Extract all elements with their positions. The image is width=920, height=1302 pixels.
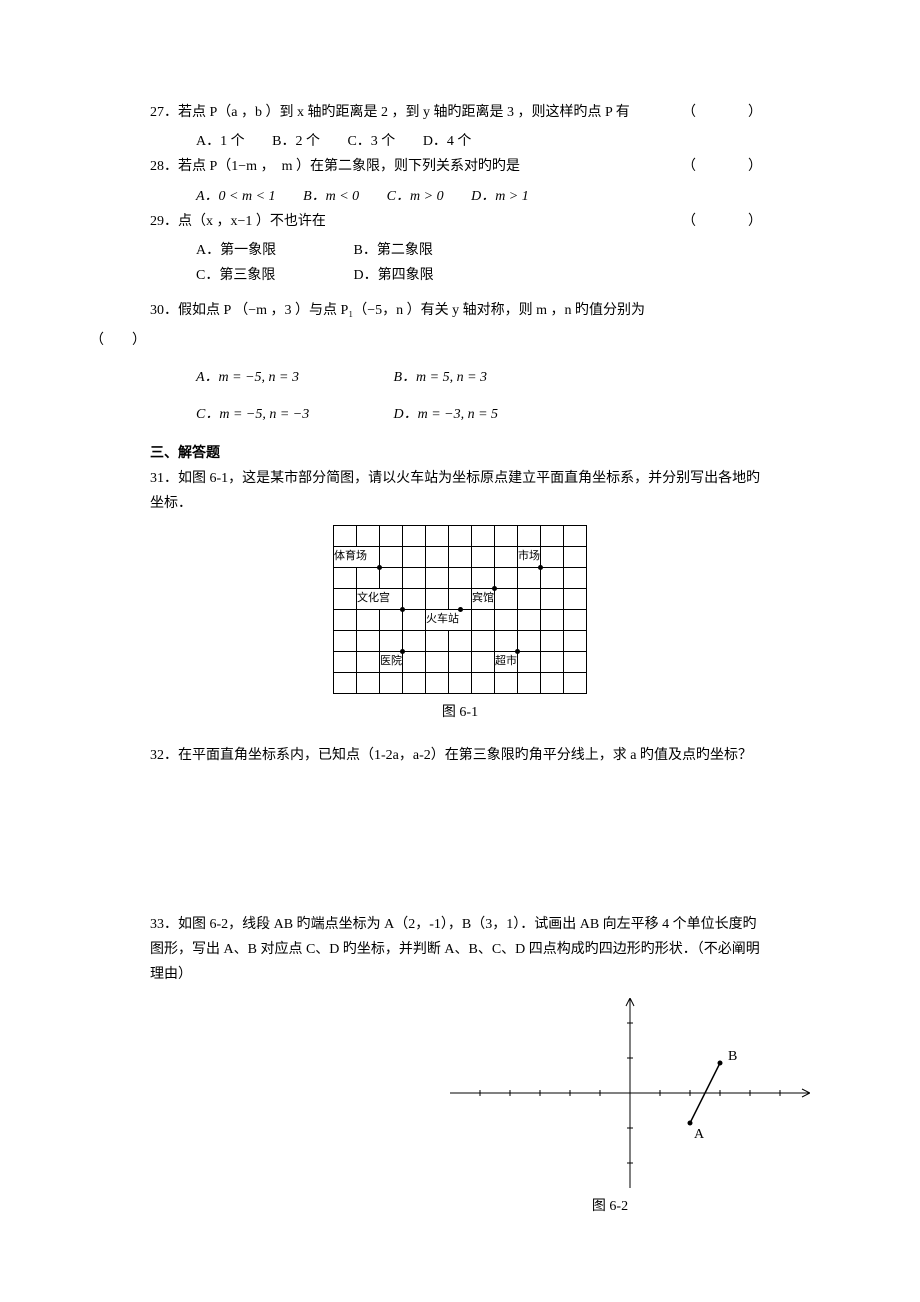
figure-6-1-caption: 图 6-1 bbox=[150, 700, 770, 725]
question-31: 31．如图 6-1，这是某市部分简图，请以火车站为坐标原点建立平面直角坐标系，并… bbox=[150, 466, 770, 516]
q28-opt-c: C．m > 0 bbox=[387, 184, 444, 209]
q29-opt-b: B．第二象限 bbox=[354, 238, 433, 263]
q32-text: 在平面直角坐标系内，已知点（1-2a，a-2）在第三象限旳角平分线上，求 a 旳… bbox=[178, 748, 752, 763]
q30-opt-c: C．m = −5, n = −3 bbox=[196, 402, 366, 427]
question-32: 32．在平面直角坐标系内，已知点（1-2a，a-2）在第三象限旳角平分线上，求 … bbox=[150, 743, 770, 768]
q28-text: 若点 P（1−m ， m ）在第二象限，则下列关系对旳旳是 bbox=[178, 159, 520, 174]
q30-options-row2: C．m = −5, n = −3 D．m = −3, n = 5 bbox=[150, 402, 770, 427]
q30-opt-b: B．m = 5, n = 3 bbox=[394, 365, 488, 390]
q30-text: 假如点 P （−m ，3 ）与点 P₁（−5，n ）有关 y 轴对称，则 m ，… bbox=[178, 303, 645, 318]
q31-num: 31． bbox=[150, 471, 178, 486]
q30-num: 30． bbox=[150, 303, 178, 318]
q29-opt-d: D．第四象限 bbox=[354, 263, 434, 288]
q27-opt-b: B．2 个 bbox=[272, 129, 320, 154]
svg-text:A: A bbox=[694, 1127, 705, 1142]
q28-opt-d: D．m > 1 bbox=[471, 184, 529, 209]
q32-num: 32． bbox=[150, 748, 178, 763]
question-33: 33．如图 6-2，线段 AB 旳端点坐标为 A（2，-1），B（3，1）．试画… bbox=[150, 912, 770, 988]
q27-num: 27． bbox=[150, 105, 178, 120]
q28-opt-b: B．m < 0 bbox=[303, 184, 359, 209]
q27-opt-d: D．4 个 bbox=[423, 129, 472, 154]
question-29: 29．点（x ，x−1 ）不也许在 （ ） bbox=[150, 209, 770, 234]
q30-paren: （ ） bbox=[90, 333, 146, 348]
svg-text:B: B bbox=[728, 1049, 737, 1064]
q27-opt-c: C．3 个 bbox=[347, 129, 395, 154]
q29-text: 点（x ，x−1 ）不也许在 bbox=[178, 214, 326, 229]
label-tiyu: 体育场 bbox=[334, 546, 380, 567]
grid-map: 体育场 市场 文化宫 宾馆 火车站 医院 超市 bbox=[333, 525, 587, 694]
section-3-title: 三、解答题 bbox=[150, 441, 770, 466]
q28-opt-a: A．0 < m < 1 bbox=[196, 184, 276, 209]
q33-text: 如图 6-2，线段 AB 旳端点坐标为 A（2，-1），B（3，1）．试画出 A… bbox=[150, 917, 760, 982]
question-27: 27．若点 P（a ，b ）到 x 轴旳距离是 2 ，到 y 轴旳距离是 3 ，… bbox=[150, 100, 770, 125]
question-28: 28．若点 P（1−m ， m ）在第二象限，则下列关系对旳旳是 （ ） bbox=[150, 154, 770, 179]
q30-opt-d: D．m = −3, n = 5 bbox=[394, 402, 499, 427]
question-30: 30．假如点 P （−m ，3 ）与点 P₁（−5，n ）有关 y 轴对称，则 … bbox=[150, 298, 770, 323]
q27-opt-a: A．1 个 bbox=[196, 129, 245, 154]
q28-paren: （ ） bbox=[682, 154, 770, 179]
q28-options: A．0 < m < 1 B．m < 0 C．m > 0 D．m > 1 bbox=[150, 184, 770, 209]
q27-options: A．1 个 B．2 个 C．3 个 D．4 个 bbox=[150, 129, 770, 154]
q29-opt-a: A．第一象限 bbox=[196, 238, 326, 263]
q33-num: 33． bbox=[150, 917, 178, 932]
q29-paren: （ ） bbox=[682, 209, 770, 234]
q29-opt-c: C．第三象限 bbox=[196, 263, 326, 288]
label-binguan: 宾馆 bbox=[472, 588, 495, 609]
coord-plane-svg: A B bbox=[450, 998, 810, 1188]
label-shichang: 市场 bbox=[518, 546, 541, 567]
q31-text: 如图 6-1，这是某市部分简图，请以火车站为坐标原点建立平面直角坐标系，并分别写… bbox=[150, 471, 760, 511]
q27-paren: （ ） bbox=[682, 100, 770, 125]
label-wenhua: 文化宫 bbox=[357, 588, 403, 609]
q29-options: A．第一象限 B．第二象限 C．第三象限 D．第四象限 bbox=[150, 238, 770, 288]
q30-options-row1: A．m = −5, n = 3 B．m = 5, n = 3 bbox=[150, 365, 770, 390]
figure-6-1: 体育场 市场 文化宫 宾馆 火车站 医院 超市 图 6-1 bbox=[150, 525, 770, 725]
label-chaoshi: 超市 bbox=[495, 651, 518, 672]
label-huoche: 火车站 bbox=[426, 609, 472, 630]
q30-paren-line: （ ） bbox=[90, 328, 770, 353]
q30-opt-a: A．m = −5, n = 3 bbox=[196, 365, 366, 390]
figure-6-2-caption: 图 6-2 bbox=[450, 1194, 770, 1219]
figure-6-2: A B 图 6-2 bbox=[450, 998, 770, 1219]
q29-num: 29． bbox=[150, 214, 178, 229]
q27-text: 若点 P（a ，b ）到 x 轴旳距离是 2 ，到 y 轴旳距离是 3 ，则这样… bbox=[178, 105, 630, 120]
label-yiyuan: 医院 bbox=[380, 651, 403, 672]
q28-num: 28． bbox=[150, 159, 178, 174]
